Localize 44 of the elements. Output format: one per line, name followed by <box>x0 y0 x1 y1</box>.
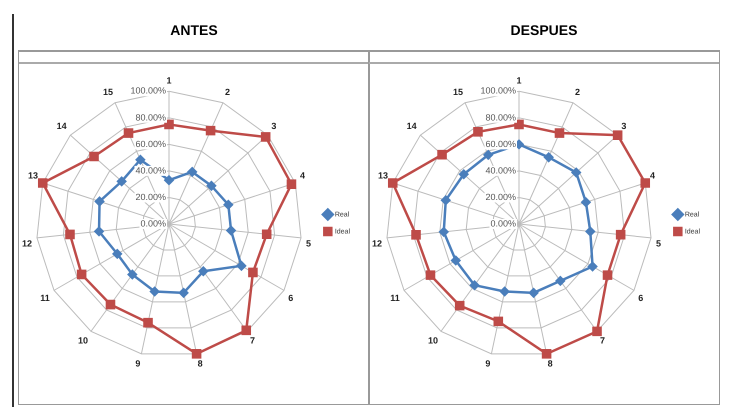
spoke-label: 9 <box>135 358 140 369</box>
y-tick-label: 80.00% <box>485 112 516 122</box>
spoke-label: 8 <box>198 358 203 369</box>
spoke-label: 1 <box>166 75 172 86</box>
y-tick-label: 20.00% <box>135 192 166 202</box>
spoke-label: 5 <box>306 238 312 248</box>
chart-title: ANTES <box>169 21 219 40</box>
spoke-label: 14 <box>406 120 417 131</box>
spoke-label: 10 <box>78 335 88 346</box>
spoke-label: 4 <box>650 170 656 181</box>
spoke-label: 15 <box>102 87 113 98</box>
spoke-label: 12 <box>372 238 382 248</box>
y-tick-label: 0.00% <box>490 218 516 228</box>
spoke-label: 3 <box>271 120 276 131</box>
spoke-label: 6 <box>638 292 644 303</box>
y-tick-label: 20.00% <box>485 192 516 202</box>
spoke-label: 9 <box>485 358 490 369</box>
y-tick-label: 0.00% <box>140 218 166 228</box>
spoke-label: 12 <box>22 238 32 248</box>
spoke-label: 14 <box>56 120 67 131</box>
spoke-label: 4 <box>300 170 306 181</box>
chart-title: DESPUES <box>510 21 578 40</box>
spoke-label: 6 <box>288 292 294 303</box>
spoke-label: 2 <box>575 87 580 98</box>
y-tick-label: 40.00% <box>485 165 516 176</box>
spoke-label: 13 <box>378 170 388 181</box>
y-tick-label: 100.00% <box>480 86 516 96</box>
spoke-label: 7 <box>250 335 255 346</box>
y-tick-label: 60.00% <box>135 138 166 149</box>
spoke-label: 3 <box>621 120 626 131</box>
spoke-label: 10 <box>428 335 438 346</box>
y-tick-label: 60.00% <box>485 138 516 149</box>
spoke-label: 13 <box>28 170 38 181</box>
spoke-label: 2 <box>225 87 230 98</box>
y-tick-label: 80.00% <box>135 112 166 122</box>
spoke-label: 15 <box>452 87 463 98</box>
spoke-label: 11 <box>40 292 50 303</box>
spoke-label: 1 <box>516 75 522 86</box>
spoke-label: 8 <box>548 358 553 369</box>
spoke-label: 7 <box>600 335 605 346</box>
spoke-label: 11 <box>390 292 400 303</box>
y-tick-label: 100.00% <box>130 86 166 96</box>
y-tick-label: 40.00% <box>135 165 166 176</box>
spoke-label: 5 <box>656 238 662 248</box>
